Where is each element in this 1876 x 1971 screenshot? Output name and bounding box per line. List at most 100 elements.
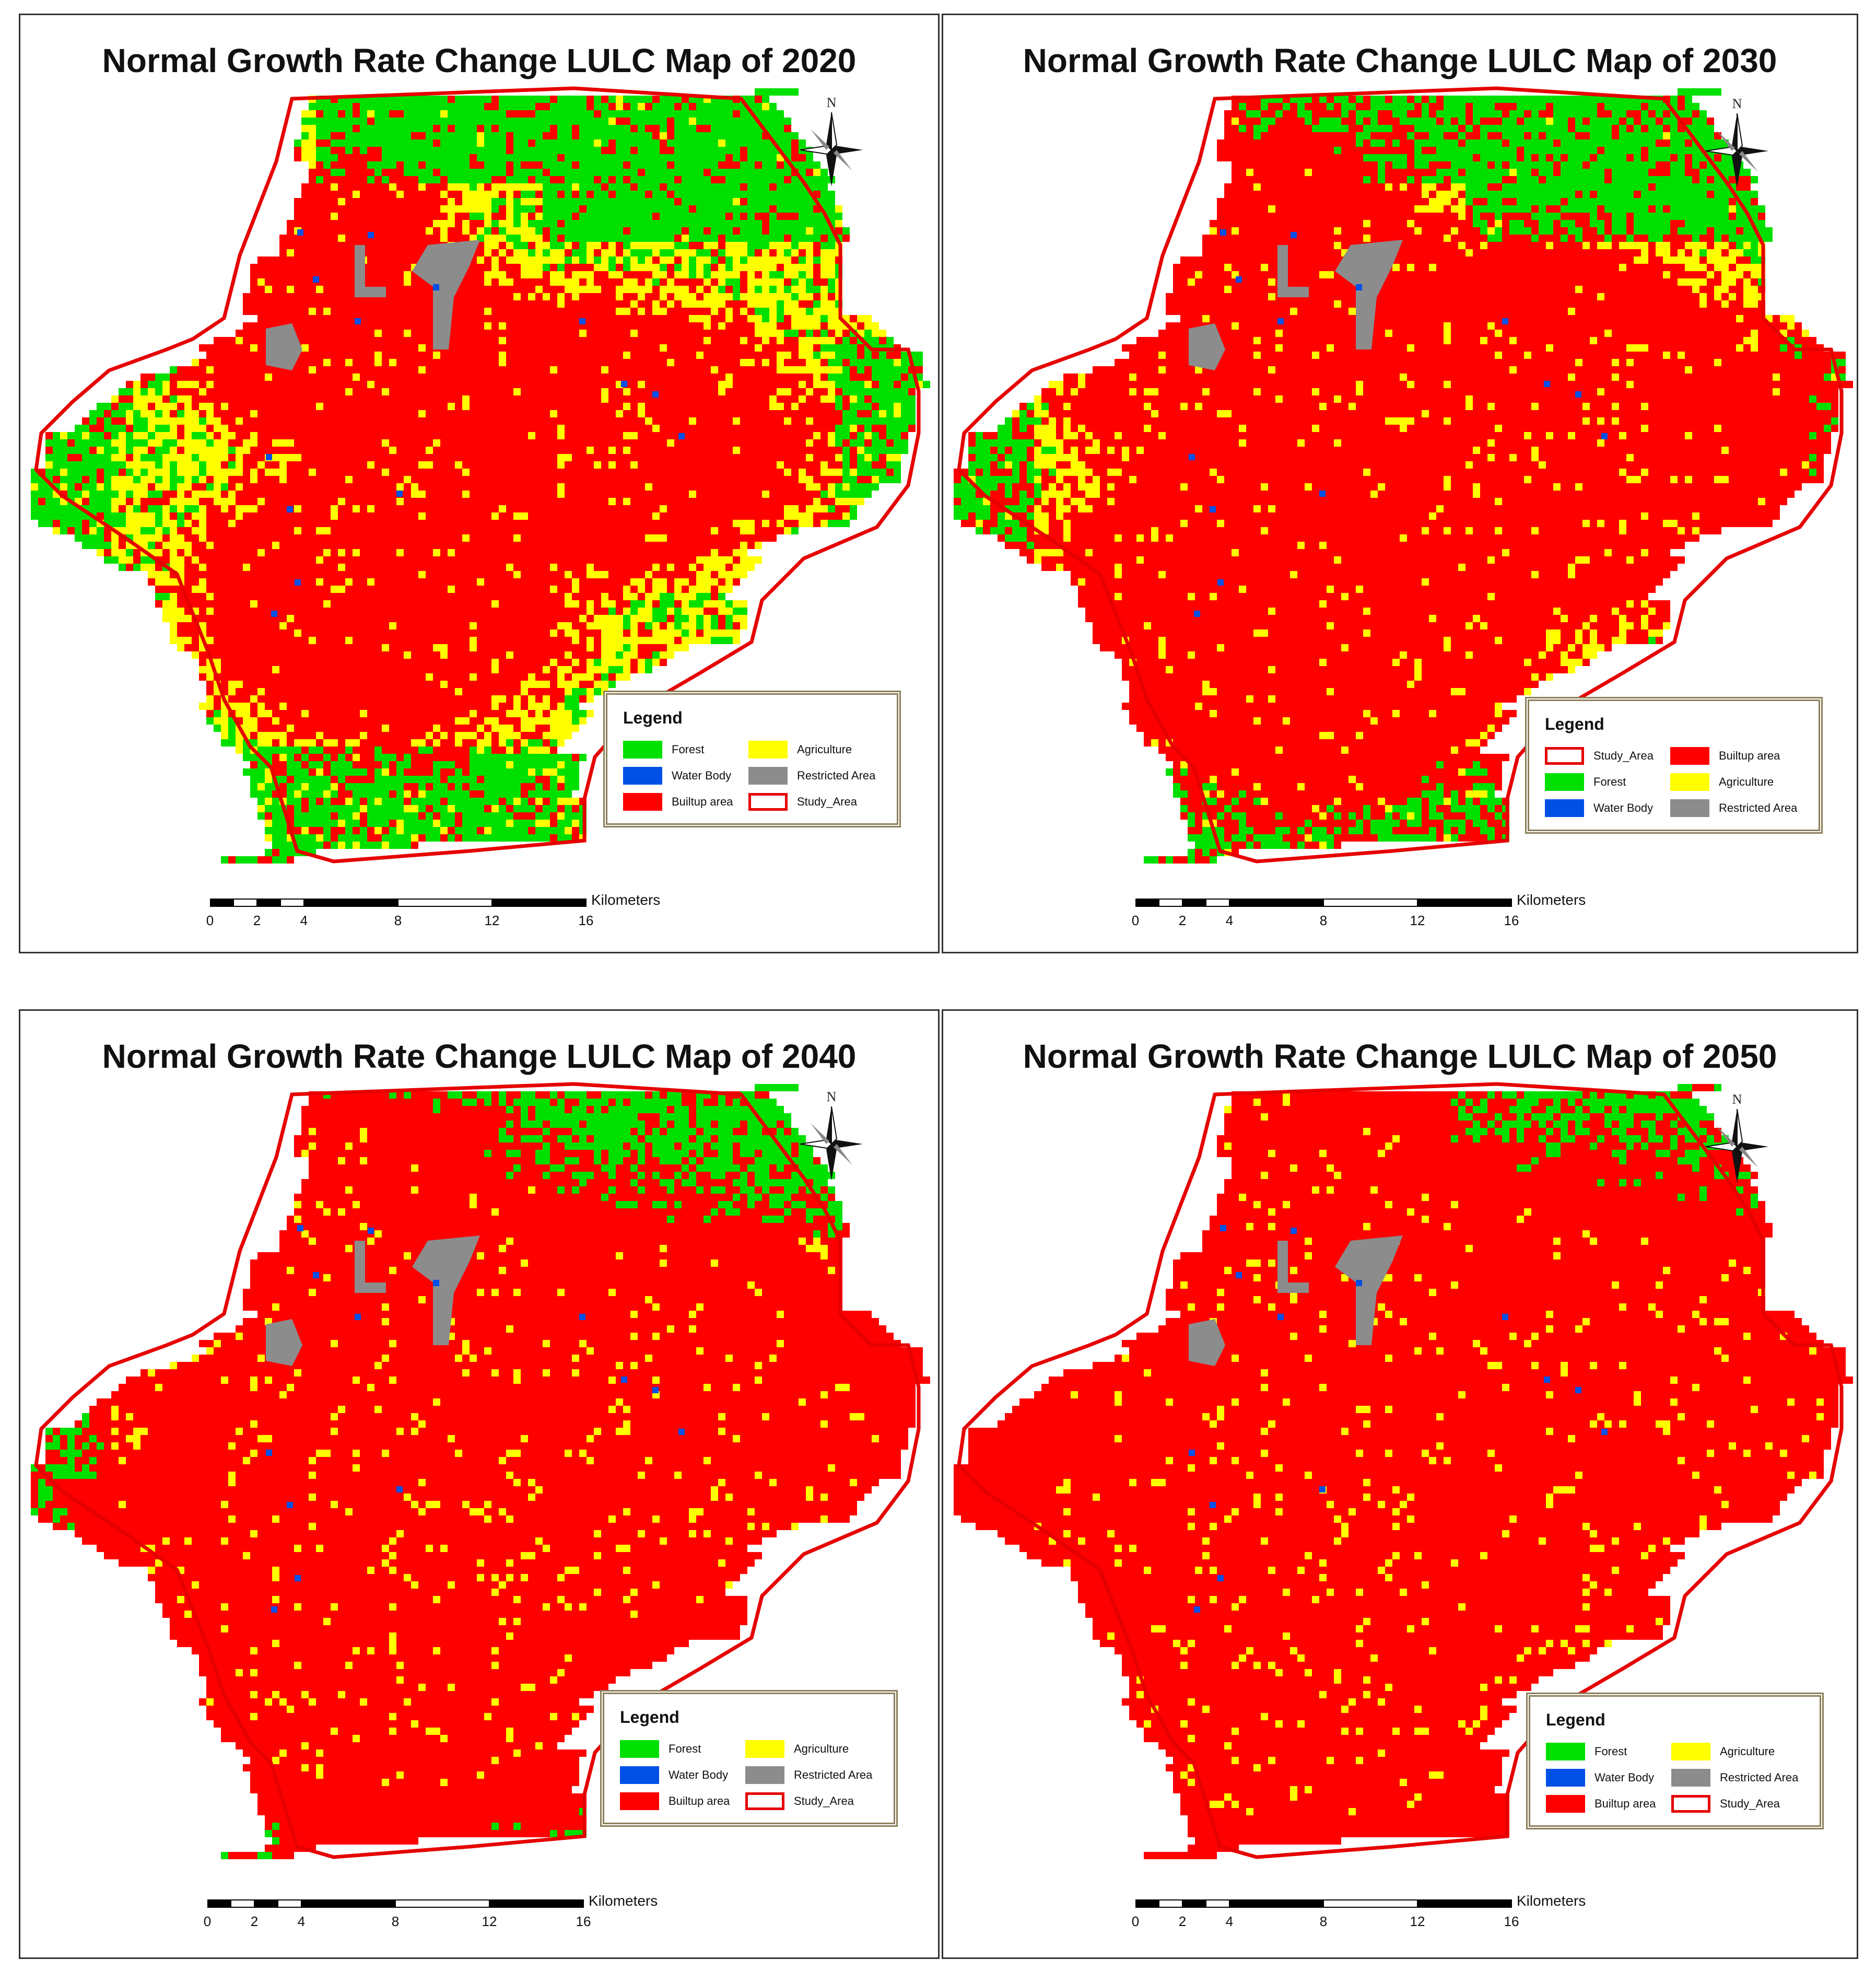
map-panel-2030: Normal Growth Rate Change LULC Map of 20… (942, 14, 1858, 953)
legend-item-water: Water Body (620, 1766, 728, 1784)
legend-title: Legend (623, 708, 683, 728)
scale-unit-label: Kilometers (589, 1893, 658, 1909)
legend-swatch-restricted (745, 1766, 784, 1784)
scale-tick-label: 4 (298, 1914, 305, 1930)
legend-label: Builtup area (669, 1794, 730, 1808)
map-title: Normal Growth Rate Change LULC Map of 20… (943, 1037, 1857, 1076)
scale-tick-label: 4 (1226, 1914, 1233, 1930)
map-title: Normal Growth Rate Change LULC Map of 20… (20, 41, 938, 80)
legend-label: Water Body (1593, 801, 1653, 815)
study-area-boundary (957, 86, 1844, 864)
legend-label: Study_Area (1720, 1797, 1780, 1811)
legend-swatch-forest (623, 741, 662, 759)
map-title: Normal Growth Rate Change LULC Map of 20… (20, 1037, 938, 1076)
legend-swatch-study (745, 1792, 784, 1810)
legend: Legend Forest Agriculture Water Body Restric… (600, 1690, 898, 1827)
north-label: N (1732, 96, 1742, 111)
legend-swatch-water (1546, 1769, 1585, 1787)
scale-bar-segments (1135, 1899, 1512, 1908)
legend-label: Agriculture (1720, 1745, 1775, 1758)
legend-item-study: Study_Area (745, 1792, 854, 1810)
scale-bar-segments (210, 899, 587, 907)
legend-swatch-forest (620, 1740, 659, 1758)
legend-swatch-study (1671, 1795, 1710, 1813)
scale-tick-label: 8 (392, 1914, 399, 1930)
legend-label: Agriculture (797, 743, 852, 756)
legend-label: Study_Area (794, 1794, 854, 1808)
legend-item-restricted: Restricted Area (745, 1766, 872, 1784)
lulc-map-2050 (954, 1082, 1853, 1859)
scale-tick-label: 16 (1504, 913, 1519, 929)
legend-title: Legend (1545, 715, 1604, 734)
scale-tick-label: 2 (251, 1914, 258, 1930)
scale-tick-label: 4 (300, 913, 308, 929)
legend-swatch-builtup (1546, 1795, 1585, 1813)
legend-item-forest: Forest (620, 1740, 701, 1758)
legend-label: Study_Area (1593, 749, 1654, 763)
map-panel-2050: Normal Growth Rate Change LULC Map of 20… (942, 1009, 1858, 1959)
legend-swatch-forest (1546, 1743, 1585, 1760)
scale-tick-label: 2 (1179, 913, 1186, 929)
legend-item-restricted: Restricted Area (748, 767, 875, 785)
legend: Legend Forest Agriculture Water Body Restric… (603, 691, 901, 827)
north-arrow-icon: N (1705, 1092, 1768, 1183)
legend-label: Forest (1594, 1745, 1627, 1758)
legend-item-builtup: Builtup area (620, 1792, 730, 1810)
legend-swatch-agriculture (745, 1740, 784, 1758)
lulc-map-2030 (954, 86, 1853, 864)
scale-tick-label: 2 (253, 913, 261, 929)
scale-tick-label: 0 (1132, 913, 1139, 929)
legend-swatch-water (620, 1766, 659, 1784)
scale-tick-label: 12 (485, 913, 500, 929)
map-panel-2020: Normal Growth Rate Change LULC Map of 20… (19, 14, 940, 953)
legend-swatch-restricted (1671, 1769, 1710, 1787)
legend-label: Restricted Area (1720, 1771, 1798, 1785)
legend-item-builtup: Builtup area (1546, 1795, 1656, 1813)
legend-swatch-builtup (1670, 747, 1709, 765)
legend-title: Legend (620, 1708, 679, 1727)
legend-item-water: Water Body (1545, 799, 1653, 817)
lulc-map-2020 (31, 86, 930, 864)
scale-unit-label: Kilometers (1517, 1893, 1586, 1909)
legend-label: Restricted Area (794, 1768, 872, 1782)
lulc-map-2040 (31, 1082, 930, 1859)
scale-bar-segments (207, 1899, 584, 1908)
legend-item-agriculture: Agriculture (1670, 773, 1774, 791)
north-arrow-icon: N (1705, 96, 1768, 188)
legend-label: Forest (1593, 775, 1626, 789)
north-label: N (1732, 1092, 1742, 1107)
study-area-boundary (34, 1082, 921, 1859)
legend-swatch-builtup (620, 1792, 659, 1810)
scale-tick-label: 8 (1320, 913, 1327, 929)
legend-label: Study_Area (797, 795, 857, 809)
legend-label: Agriculture (794, 1742, 849, 1756)
legend-title: Legend (1546, 1710, 1605, 1730)
legend-item-forest: Forest (1546, 1743, 1627, 1760)
legend-item-builtup: Builtup area (1670, 747, 1780, 765)
legend-swatch-restricted (748, 767, 788, 785)
north-label: N (827, 95, 837, 110)
scale-tick-label: 16 (1504, 1914, 1519, 1930)
legend-item-water: Water Body (623, 767, 731, 785)
legend-swatch-builtup (623, 793, 662, 811)
legend-item-agriculture: Agriculture (748, 741, 852, 759)
scale-tick-label: 0 (204, 1914, 211, 1930)
legend-swatch-water (1545, 799, 1584, 817)
scale-tick-label: 2 (1179, 1914, 1186, 1930)
legend-label: Builtup area (1719, 749, 1780, 763)
legend-label: Restricted Area (1719, 801, 1797, 815)
legend-item-agriculture: Agriculture (745, 1740, 849, 1758)
legend-label: Agriculture (1719, 775, 1774, 789)
scale-tick-label: 0 (206, 913, 214, 929)
map-panel-2040: Normal Growth Rate Change LULC Map of 20… (19, 1009, 940, 1959)
legend-item-forest: Forest (1545, 773, 1626, 791)
legend-swatch-study (1545, 747, 1584, 765)
map-title: Normal Growth Rate Change LULC Map of 20… (943, 41, 1857, 80)
study-area-boundary (34, 86, 921, 864)
north-arrow-icon: N (800, 1089, 863, 1181)
scale-unit-label: Kilometers (591, 892, 660, 908)
legend-label: Builtup area (672, 795, 733, 809)
legend: Legend Study_Area Builtup area Forest Agricu… (1525, 697, 1823, 834)
legend-swatch-agriculture (1670, 773, 1709, 791)
scale-tick-label: 8 (1320, 1914, 1327, 1930)
